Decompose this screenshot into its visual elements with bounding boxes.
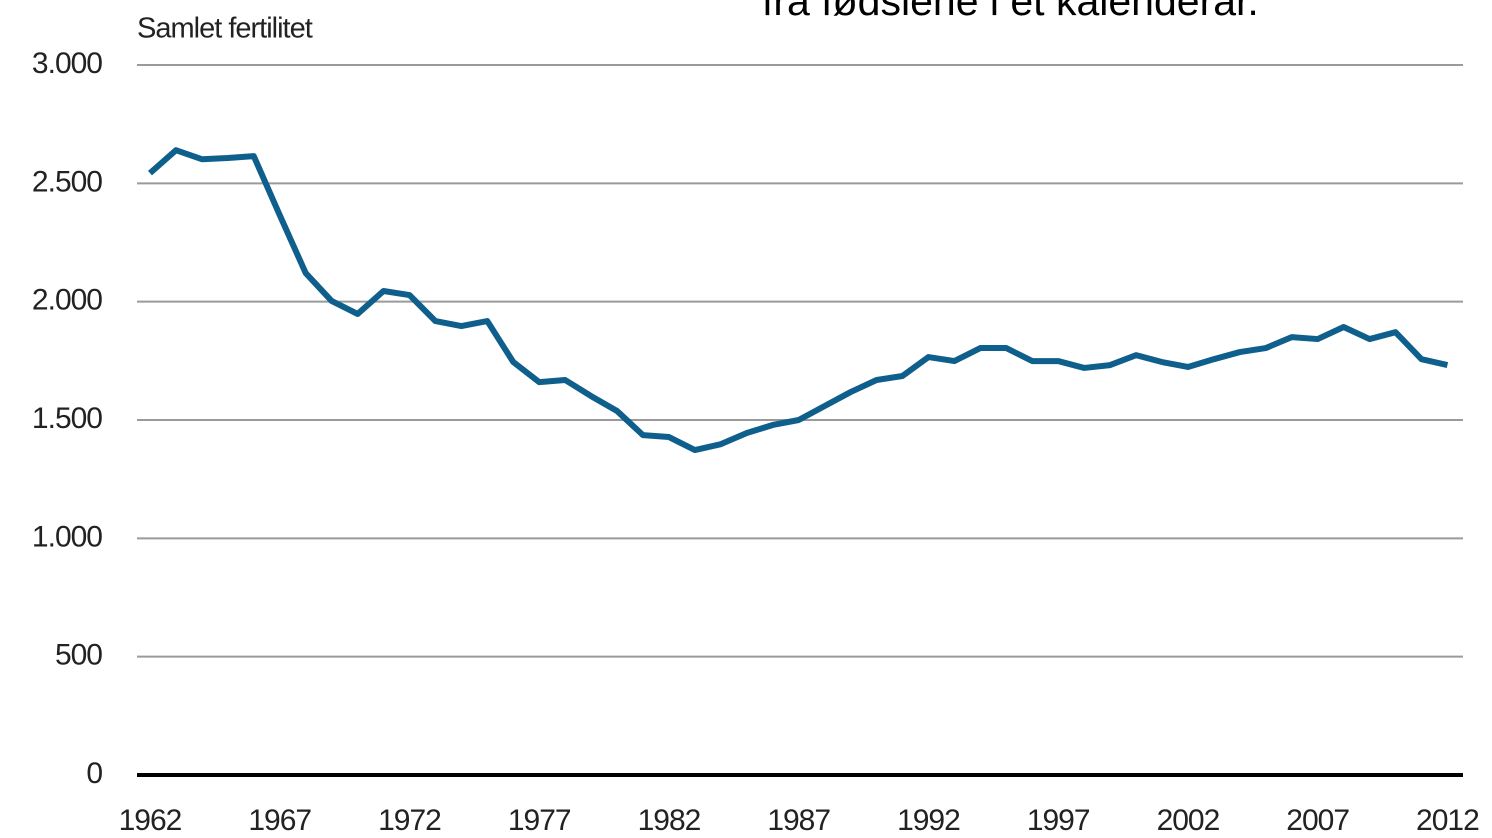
x-tick-label: 1982	[638, 804, 701, 837]
x-tick-label: 1997	[1027, 804, 1090, 837]
y-axis-label: Samlet fertilitet	[137, 13, 313, 45]
x-tick-label: 1962	[119, 804, 182, 837]
y-tick-label: 1.000	[32, 520, 102, 553]
y-tick-label: 0	[86, 757, 102, 790]
x-tick-label: 1977	[508, 804, 571, 837]
y-tick-label: 500	[55, 639, 102, 672]
x-tick-label: 2012	[1416, 804, 1479, 837]
x-tick-label: 2002	[1157, 804, 1220, 837]
line-series	[147, 147, 1449, 454]
y-tick-label: 1.500	[32, 402, 102, 435]
x-tick-label: 1992	[897, 804, 960, 837]
y-tick-label: 3.000	[32, 47, 102, 80]
y-tick-label: 2.000	[32, 284, 102, 317]
x-tick-label: 1967	[248, 804, 311, 837]
y-tick-label: 2.500	[32, 165, 102, 198]
x-tick-label: 1972	[378, 804, 441, 837]
x-tick-label: 1987	[767, 804, 830, 837]
x-tick-label: 2007	[1286, 804, 1349, 837]
annotation: fra fødslene i et kalenderår.	[762, 0, 1259, 24]
